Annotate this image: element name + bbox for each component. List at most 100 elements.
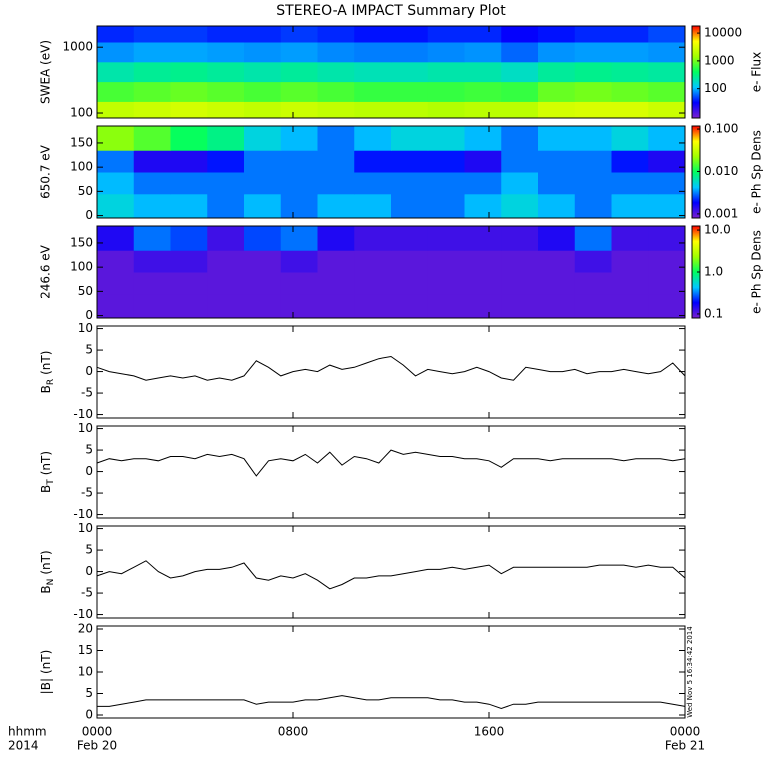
heatmap-cell bbox=[574, 81, 612, 102]
heatmap-cell bbox=[207, 41, 245, 63]
heatmap-cell bbox=[574, 226, 612, 251]
y-tick-label: 150 bbox=[70, 135, 93, 149]
data-line bbox=[97, 695, 686, 710]
heatmap-cell bbox=[464, 26, 502, 43]
heatmap-cell bbox=[427, 172, 465, 195]
label-unit: (nT) bbox=[39, 451, 53, 475]
x-date-label: Feb 20 bbox=[77, 739, 117, 753]
heatmap-cell bbox=[391, 226, 429, 251]
corner-label: 2014 bbox=[8, 739, 39, 753]
heatmap-cell bbox=[133, 193, 171, 219]
heatmap-cell bbox=[317, 272, 355, 295]
x-date-label: Feb 21 bbox=[665, 739, 705, 753]
heatmap-cell bbox=[611, 272, 649, 295]
heatmap-cell bbox=[244, 272, 282, 295]
x-tick-label: 0000 bbox=[82, 725, 113, 739]
y-tick-label: 0 bbox=[85, 464, 93, 478]
heatmap-cell bbox=[574, 272, 612, 295]
heatmap-cell bbox=[133, 226, 171, 251]
y-tick-label: 0 bbox=[85, 564, 93, 578]
x-tick-label: 1600 bbox=[474, 725, 505, 739]
heatmap-cell bbox=[391, 26, 429, 43]
heatmap-cell bbox=[464, 61, 502, 83]
heatmap-cell bbox=[207, 126, 245, 151]
heatmap-cell bbox=[133, 26, 171, 43]
heatmap-cell bbox=[354, 126, 392, 151]
heatmap-cell bbox=[427, 126, 465, 151]
heatmap-cell bbox=[648, 293, 686, 319]
y-tick-label: 20 bbox=[78, 622, 93, 636]
heatmap-cell bbox=[611, 226, 649, 251]
heatmap-cell bbox=[574, 172, 612, 195]
heatmap-cell bbox=[317, 81, 355, 102]
heatmap-cell bbox=[427, 41, 465, 63]
heatmap-cell bbox=[464, 41, 502, 63]
heatmap-cell bbox=[133, 81, 171, 102]
heatmap-cell bbox=[244, 293, 282, 319]
label-subscript: N bbox=[46, 579, 56, 586]
heatmap-cell bbox=[280, 193, 318, 219]
heatmap-cell bbox=[317, 293, 355, 319]
heatmap-cell bbox=[354, 172, 392, 195]
heatmap-cell bbox=[207, 26, 245, 43]
heatmap-cell bbox=[97, 272, 135, 295]
y-tick-label: 0 bbox=[85, 308, 93, 322]
heatmap-cell bbox=[97, 172, 135, 195]
heatmap-cell bbox=[280, 101, 318, 119]
y-tick-label: 10 bbox=[78, 321, 93, 335]
heatmap-cell bbox=[133, 250, 171, 273]
heatmap-cell bbox=[244, 250, 282, 273]
heatmap-cell bbox=[207, 250, 245, 273]
heatmap-cell bbox=[574, 26, 612, 43]
heatmap-cell bbox=[501, 172, 539, 195]
data-line bbox=[96, 355, 686, 381]
heatmap-cell bbox=[391, 293, 429, 319]
heatmap-cell bbox=[97, 193, 135, 219]
panel-frame bbox=[96, 125, 686, 219]
heatmap-cell bbox=[574, 250, 612, 273]
colorbar-label: e- Flux bbox=[750, 52, 764, 92]
heatmap-cell bbox=[170, 150, 208, 173]
heatmap-cell bbox=[354, 41, 392, 63]
heatmap-cell bbox=[611, 61, 649, 83]
heatmap-cell bbox=[97, 61, 135, 83]
y-tick-label: 10 bbox=[78, 521, 93, 535]
heatmap-cell bbox=[611, 26, 649, 43]
heatmap-cell bbox=[244, 41, 282, 63]
heatmap-cell bbox=[280, 250, 318, 273]
heatmap-cell bbox=[464, 250, 502, 273]
heatmap-cell bbox=[97, 26, 135, 43]
y-tick-label: 50 bbox=[78, 284, 93, 298]
heatmap-cell bbox=[170, 41, 208, 63]
heatmap-cell bbox=[501, 61, 539, 83]
heatmap-cell bbox=[538, 272, 576, 295]
panel-frame bbox=[96, 225, 686, 319]
heatmap-cell bbox=[280, 26, 318, 43]
heatmap-cell bbox=[611, 172, 649, 195]
y-tick-label: -5 bbox=[81, 586, 93, 600]
heatmap-cell bbox=[427, 150, 465, 173]
heatmap-cell bbox=[501, 193, 539, 219]
heatmap-cell bbox=[391, 81, 429, 102]
heatmap-cell bbox=[574, 101, 612, 119]
heatmap-cell bbox=[391, 101, 429, 119]
label-symbol: |B| bbox=[39, 678, 53, 694]
heatmap-cell bbox=[97, 101, 135, 119]
y-axis-label: 246.6 eV bbox=[39, 244, 53, 299]
colorbar-tick-label: 10.0 bbox=[704, 223, 731, 237]
heatmap-cell bbox=[354, 293, 392, 319]
heatmap-cell bbox=[648, 101, 686, 119]
heatmap-cell bbox=[464, 126, 502, 151]
heatmap-cell bbox=[611, 101, 649, 119]
heatmap-cell bbox=[244, 26, 282, 43]
y-axis-label: BT (nT) bbox=[39, 451, 56, 493]
heatmap-cell bbox=[97, 126, 135, 151]
heatmap-cell bbox=[611, 81, 649, 102]
heatmap-cell bbox=[170, 272, 208, 295]
heatmap-cell bbox=[427, 272, 465, 295]
y-tick-label: 100 bbox=[70, 106, 93, 120]
heatmap-cell bbox=[648, 193, 686, 219]
heatmap-cell bbox=[538, 293, 576, 319]
heatmap-cell bbox=[317, 101, 355, 119]
heatmap-cell bbox=[280, 226, 318, 251]
